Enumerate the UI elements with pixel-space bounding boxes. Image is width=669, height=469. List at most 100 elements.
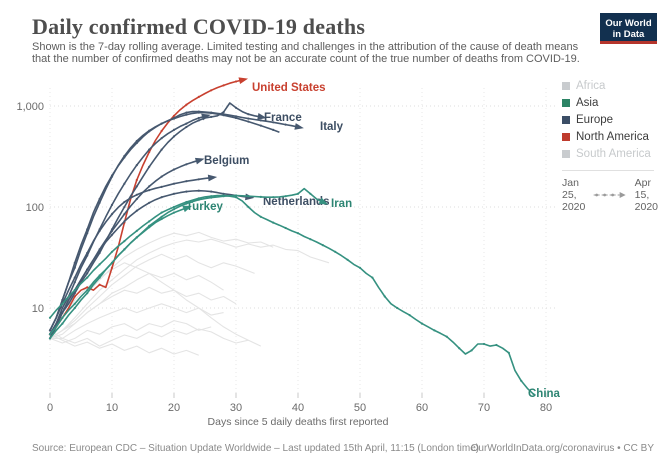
x-tick-label: 20	[168, 402, 180, 414]
series-line-germany[interactable]	[49, 176, 212, 331]
series-line-spain[interactable]	[49, 111, 280, 331]
series-marker	[135, 185, 138, 188]
series-marker	[222, 192, 225, 195]
series-marker	[110, 250, 114, 253]
series-marker	[420, 322, 424, 325]
series-marker	[272, 121, 275, 124]
series-marker	[234, 80, 238, 83]
series-marker	[185, 122, 188, 125]
series-label-turkey[interactable]: Turkey	[186, 201, 223, 213]
africa-swatch-icon	[562, 81, 570, 90]
series-marker	[234, 196, 238, 199]
legend-item-north-america[interactable]: North America	[562, 128, 662, 145]
series-marker	[148, 201, 151, 204]
legend-item-south-america[interactable]: South America	[562, 145, 662, 162]
series-marker	[185, 113, 188, 116]
series-marker	[61, 316, 64, 319]
series-marker	[148, 165, 151, 168]
series-label-france[interactable]: France	[264, 112, 302, 124]
series-marker	[197, 116, 200, 120]
legend-label: South America	[576, 147, 651, 160]
series-marker	[135, 178, 138, 182]
x-axis-title: Days since 5 daily deaths first reported	[208, 416, 389, 428]
series-marker	[272, 128, 275, 131]
series-marker	[48, 329, 52, 332]
x-tick-label: 80	[540, 402, 552, 414]
series-marker	[61, 322, 64, 325]
series-marker	[185, 200, 188, 204]
series-line-united-states[interactable]	[49, 79, 243, 335]
series-marker	[259, 195, 262, 198]
series-end-arrow	[318, 197, 329, 205]
owid-link[interactable]: OurWorldInData.org/coronavirus • CC BY	[470, 443, 654, 454]
series-marker	[61, 298, 64, 302]
series-marker	[73, 276, 76, 279]
series-marker	[321, 244, 324, 247]
series-end-arrow	[294, 123, 304, 130]
series-marker	[185, 125, 188, 129]
series-label-netherlands[interactable]: Netherlands	[263, 196, 329, 208]
series-marker	[234, 194, 238, 197]
series-marker	[98, 283, 101, 286]
series-marker	[135, 209, 138, 212]
series-marker	[148, 224, 151, 227]
series-label-belgium[interactable]: Belgium	[204, 155, 249, 167]
series-marker	[172, 117, 176, 120]
background-country-line	[50, 303, 224, 339]
series-marker	[309, 238, 312, 241]
series-marker	[110, 266, 114, 269]
series-marker	[284, 226, 287, 230]
series-marker	[98, 263, 101, 266]
series-marker	[210, 195, 213, 198]
series-marker	[259, 124, 262, 127]
legend-item-africa[interactable]: Africa	[562, 77, 662, 94]
series-marker	[383, 295, 386, 298]
series-marker	[110, 229, 114, 232]
series-marker	[532, 393, 535, 396]
series-marker	[86, 268, 89, 271]
series-marker	[148, 189, 151, 192]
series-marker	[73, 266, 76, 269]
owid-logo[interactable]: Our World in Data	[600, 13, 657, 44]
series-marker	[197, 189, 200, 192]
series-line-china[interactable]	[49, 194, 535, 395]
series-marker	[148, 129, 151, 132]
series-marker	[148, 185, 151, 188]
series-marker	[73, 306, 76, 310]
series-marker	[98, 274, 101, 277]
legend-item-europe[interactable]: Europe	[562, 111, 662, 128]
series-marker	[110, 175, 114, 178]
legend-item-asia[interactable]: Asia	[562, 94, 662, 111]
series-marker	[160, 129, 163, 133]
series-marker	[197, 197, 200, 200]
series-marker	[507, 351, 510, 354]
series-marker	[135, 139, 138, 143]
series-marker	[135, 197, 138, 201]
background-country-line	[49, 286, 237, 339]
background-country-line	[49, 231, 274, 339]
series-line-united-kingdom[interactable]	[49, 115, 206, 335]
series-label-italy[interactable]: Italy	[320, 121, 344, 133]
legend-label: North America	[576, 130, 649, 143]
series-marker	[135, 229, 138, 232]
series-marker	[284, 195, 287, 198]
series-end-arrow	[207, 174, 218, 182]
series-marker	[296, 232, 300, 235]
series-label-iran[interactable]: Iran	[331, 198, 352, 210]
series-label-china[interactable]: China	[528, 388, 561, 400]
timeline-arrow-icon	[594, 192, 626, 198]
source-note: Source: European CDC – Situation Update …	[32, 443, 480, 454]
legend-divider	[562, 170, 654, 171]
y-tick-label: 1,000	[16, 101, 44, 113]
series-marker	[123, 182, 126, 185]
series-line-france[interactable]	[49, 102, 261, 339]
series-label-united-states[interactable]: United States	[252, 82, 326, 94]
series-marker	[296, 192, 300, 195]
series-marker	[160, 122, 163, 125]
series-marker	[520, 379, 523, 382]
series-marker	[98, 197, 101, 201]
series-marker	[458, 347, 461, 350]
logo-line1: Our World	[605, 18, 652, 29]
